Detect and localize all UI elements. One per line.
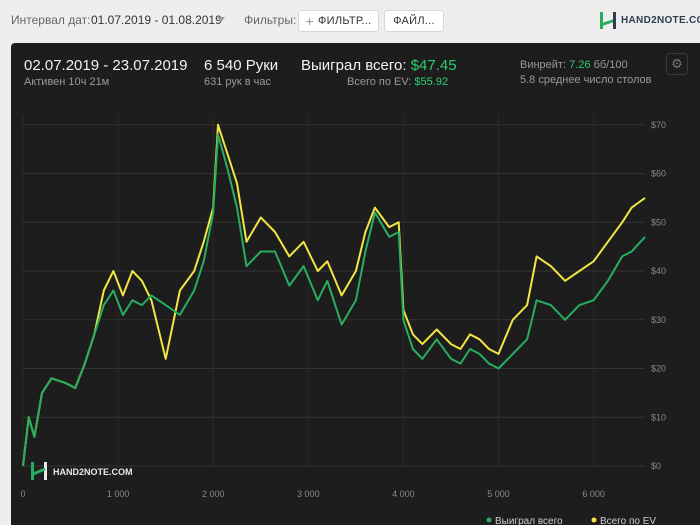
graph-panel: 02.07.2019 - 23.07.2019 Активен 10ч 21м … — [11, 43, 700, 525]
logo-text: HAND2NOTE.COM — [621, 15, 700, 26]
file-filter-label: ФАЙЛ... — [393, 15, 435, 27]
summary-hands: 6 540 Руки 631 рук в час — [204, 57, 278, 88]
x-tick-label: 3 000 — [297, 489, 320, 499]
won-total-label: Выиграл всего: — [301, 57, 407, 74]
winrate-value: 7.26 — [569, 59, 591, 71]
x-tick-label: 2 000 — [202, 489, 225, 499]
x-axis-ticks: 0 1 000 2 000 3 000 4 000 5 000 6 000 — [20, 489, 604, 499]
winrate-label: Винрейт: — [520, 59, 567, 71]
y-tick-label: $70 — [651, 120, 666, 130]
summary-dates: 02.07.2019 - 23.07.2019 Активен 10ч 21м — [24, 57, 187, 88]
series-line-ev — [22, 123, 646, 467]
x-tick-label: 6 000 — [582, 489, 605, 499]
date-range: 02.07.2019 - 23.07.2019 — [24, 57, 188, 74]
y-axis-ticks: $0 $10 $20 $30 $40 $50 $60 $70 — [651, 120, 666, 471]
add-filter-label: ФИЛЬТР... — [318, 15, 372, 27]
hands-per-hour: 631 рук в час — [204, 76, 272, 88]
y-tick-label: $10 — [651, 412, 666, 422]
chart-series — [22, 123, 646, 467]
hands-count: 6 540 Руки — [204, 57, 279, 74]
chart-legend: Выиграл всего Всего по EV — [486, 516, 656, 525]
x-tick-label: 4 000 — [392, 489, 415, 499]
series-line-won — [22, 133, 646, 467]
y-tick-label: $40 — [651, 266, 666, 276]
winrate-unit: бб/100 — [593, 59, 628, 71]
y-tick-label: $50 — [651, 217, 666, 227]
date-interval-select[interactable]: 01.07.2019 - 01.08.2019 — [91, 13, 222, 27]
top-toolbar: Интервал дат: 01.07.2019 - 01.08.2019 Фи… — [0, 0, 700, 42]
bankroll-chart: $0 $10 $20 $30 $40 $50 $60 $70 0 1 000 2 000 3 000… — [20, 115, 666, 525]
y-tick-label: $20 — [651, 364, 666, 374]
summary-winrate: Винрейт: 7.26 бб/100 5.8 среднее число с… — [520, 59, 652, 86]
x-tick-label: 1 000 — [107, 489, 130, 499]
x-tick-label: 0 — [20, 489, 25, 499]
file-filter-button[interactable]: ФАЙЛ... — [384, 10, 444, 32]
summary-winnings: Выиграл всего: $47.45 Всего по EV: $55.9… — [301, 57, 457, 88]
add-filter-button[interactable]: + ФИЛЬТР... — [298, 10, 379, 32]
legend-label: Всего по EV — [600, 516, 656, 525]
x-tick-label: 5 000 — [487, 489, 510, 499]
date-interval-label: Интервал дат: — [11, 13, 91, 27]
hand2note-logo: HAND2NOTE.COM — [600, 12, 700, 29]
active-time: Активен 10ч 21м — [24, 76, 110, 88]
won-total-value: $47.45 — [410, 57, 457, 74]
y-tick-label: $30 — [651, 315, 666, 325]
hand2note-logo-icon — [600, 12, 616, 29]
filters-label: Фильтры: — [244, 13, 297, 27]
chevron-down-icon[interactable] — [217, 17, 225, 22]
watermark-text: HAND2NOTE.COM — [53, 467, 133, 477]
plus-icon: + — [305, 13, 315, 29]
legend-label: Выиграл всего — [495, 516, 563, 525]
legend-marker — [591, 517, 597, 523]
ev-total-label: Всего по EV: — [347, 76, 412, 88]
chart-grid — [22, 115, 645, 467]
y-tick-label: $0 — [651, 461, 661, 471]
legend-marker — [486, 517, 492, 523]
y-tick-label: $60 — [651, 169, 666, 179]
avg-tables: 5.8 среднее число столов — [520, 74, 652, 86]
chart-watermark: HAND2NOTE.COM — [31, 462, 133, 480]
gear-icon[interactable]: ⚙ — [666, 53, 688, 75]
ev-total-value: $55.92 — [414, 76, 449, 88]
